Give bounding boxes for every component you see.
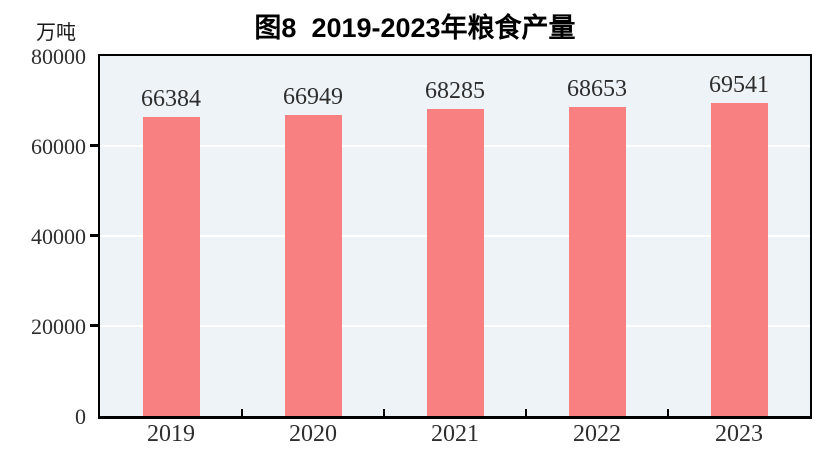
y-axis-unit-label: 万吨 [36, 22, 76, 44]
y-tick-label-40000: 40000 [31, 224, 86, 249]
y-axis-tick-20000 [90, 324, 98, 327]
y-axis-tick-40000 [90, 234, 98, 237]
x-axis-tick-2 [383, 409, 385, 416]
y-tick-label-0: 0 [75, 404, 86, 429]
bar-value-2019: 66384 [141, 86, 201, 113]
y-tick-label-20000: 20000 [31, 314, 86, 339]
bar-value-2020: 66949 [283, 83, 343, 110]
bar-value-2021: 68285 [425, 77, 485, 104]
x-category-label-2021: 2021 [431, 421, 479, 447]
bar-2020 [284, 114, 342, 416]
bar-2023 [710, 103, 768, 416]
plot-area: 66384 66949 68285 68653 69541 [98, 54, 812, 419]
bar-value-2022: 68653 [567, 76, 627, 103]
x-category-label-2023: 2023 [715, 421, 763, 447]
bar-2022 [568, 107, 626, 416]
x-category-label-2020: 2020 [289, 421, 337, 447]
chart-title: 图8 2019-2023年粮食产量 [254, 13, 576, 43]
x-category-label-2019: 2019 [147, 421, 195, 447]
bar-value-2023: 69541 [709, 72, 769, 99]
x-axis-tick-4 [667, 409, 669, 416]
x-category-label-2022: 2022 [573, 421, 621, 447]
y-tick-label-80000: 80000 [31, 44, 86, 69]
y-tick-label-60000: 60000 [31, 134, 86, 159]
bar-2021 [426, 108, 484, 416]
x-axis-tick-3 [525, 409, 527, 416]
x-axis-tick-1 [241, 409, 243, 416]
y-axis-tick-60000 [90, 144, 98, 147]
bar-2019 [142, 117, 200, 416]
